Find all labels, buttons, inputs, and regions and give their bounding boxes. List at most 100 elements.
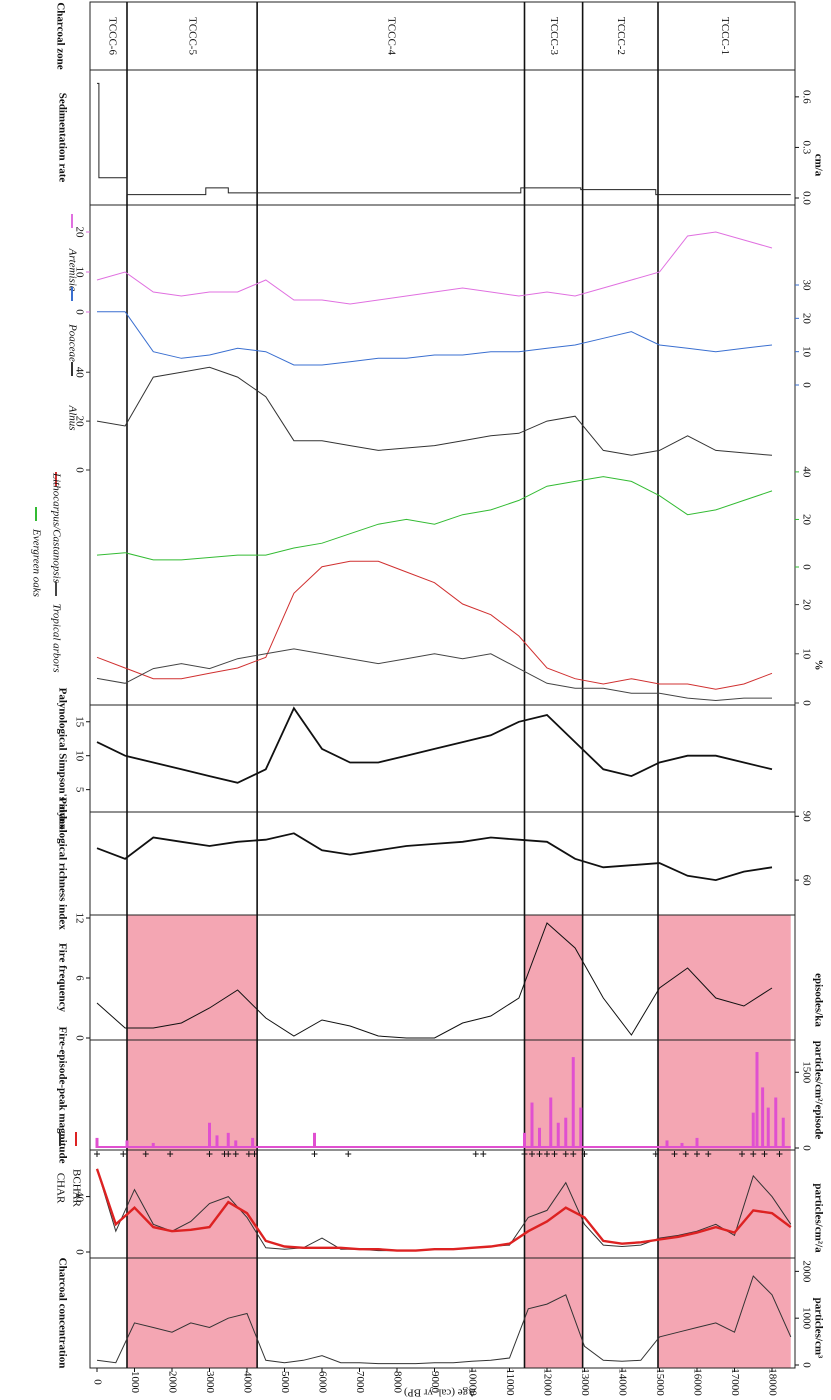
bar <box>234 1140 238 1148</box>
panel-title: Fire frequency <box>56 943 68 1012</box>
zone-label: TCCC-6 <box>106 17 118 55</box>
panel-frame <box>89 704 796 813</box>
fire-episode-marker <box>671 1151 678 1157</box>
panel-title: Palynological richness index <box>56 797 68 930</box>
y-tick-label: 0 <box>800 1362 812 1368</box>
series-line <box>96 922 773 1039</box>
y-tick-label: 0 <box>800 382 812 388</box>
bar <box>125 1140 129 1148</box>
fire-episode-marker <box>682 1151 689 1157</box>
fire-episode-marker <box>120 1151 127 1157</box>
fire-episode-marker <box>694 1151 700 1157</box>
bar <box>751 1112 755 1148</box>
x-tick-label: 14000 <box>616 1368 628 1396</box>
bar <box>151 1142 155 1148</box>
x-tick-label: 16000 <box>691 1368 703 1396</box>
fire-episode-marker <box>705 1151 712 1157</box>
y-tick-label: 0 <box>800 700 812 706</box>
fire-episode-marker <box>570 1151 577 1157</box>
panel-frame <box>89 204 796 706</box>
y-tick-label: 0.0 <box>800 191 812 205</box>
y-tick-label: 20 <box>73 227 85 239</box>
series-line <box>95 1168 792 1252</box>
fire-episode-marker <box>761 1151 768 1157</box>
panel-frame <box>89 1257 796 1369</box>
axis-unit: % <box>812 660 824 671</box>
bar <box>313 1132 316 1148</box>
bar <box>226 1132 230 1148</box>
series-line <box>97 82 791 196</box>
x-tick-label: 9000 <box>429 1371 441 1394</box>
fire-episode-marker <box>581 1151 588 1157</box>
fire-episode-marker <box>544 1151 550 1157</box>
fire-episode-marker <box>529 1151 535 1157</box>
axis-unit: particles/cm³ <box>812 1298 824 1359</box>
fire-episode-marker <box>225 1151 232 1157</box>
series-line <box>96 476 773 561</box>
x-tick-label: 6000 <box>316 1371 328 1394</box>
bar <box>665 1140 669 1148</box>
axis-unit: episodes/ka <box>812 973 824 1027</box>
panel-frame <box>89 69 796 206</box>
legend-label: Tropical arbors <box>50 604 62 673</box>
zone-label: TCCC-4 <box>385 17 397 55</box>
fire-episode-marker <box>251 1151 258 1157</box>
series-line <box>96 1275 792 1365</box>
x-tick-label: 11000 <box>504 1368 516 1396</box>
series-line <box>96 231 773 305</box>
y-tick-label: 90 <box>800 811 812 823</box>
y-tick-label: 30 <box>800 280 812 292</box>
zone-label: TCCC-3 <box>548 17 560 55</box>
fire-zone-shade <box>658 915 791 1368</box>
fire-episode-marker <box>551 1151 558 1157</box>
zone-label: TCCC-5 <box>187 17 199 55</box>
x-tick-label: 15000 <box>654 1368 666 1396</box>
panel-title: Charcoal concentration <box>56 1258 68 1369</box>
y-tick-label: 6 <box>73 975 85 981</box>
y-tick-label: 2000 <box>800 1260 812 1283</box>
x-tick-label: 10000 <box>466 1368 478 1396</box>
y-tick-label: 20 <box>73 416 85 428</box>
series-line <box>96 560 773 690</box>
fire-episode-marker <box>739 1151 745 1157</box>
bar <box>251 1137 255 1148</box>
x-tick-label: 1000 <box>129 1371 141 1394</box>
x-tick-label: 8000 <box>391 1371 403 1394</box>
y-tick-label: 0 <box>73 1035 85 1041</box>
y-tick-label: 20 <box>800 599 812 611</box>
fire-episode-marker <box>345 1151 352 1157</box>
x-tick-label: 0 <box>91 1379 103 1385</box>
fire-episode-marker <box>652 1151 659 1157</box>
bar <box>523 1132 526 1148</box>
legend-label: Lithocarpus/Castanopsis <box>50 472 62 583</box>
y-tick-label: 0 <box>73 467 85 473</box>
series-line <box>96 366 773 456</box>
y-tick-label: 40 <box>73 1191 85 1203</box>
x-axis-title: Age (cal. yr BP) <box>404 1386 476 1398</box>
bar <box>774 1097 778 1148</box>
fire-episode-marker <box>472 1151 479 1157</box>
panel-title: Sedimentation rate <box>56 93 68 183</box>
bar <box>530 1102 534 1148</box>
y-tick-label: 0 <box>73 309 85 315</box>
fire-episode-marker <box>245 1151 252 1157</box>
x-tick-label: 4000 <box>241 1371 253 1394</box>
y-tick-label: 0.3 <box>800 141 812 155</box>
bar <box>215 1135 219 1148</box>
panel-frame <box>89 811 796 916</box>
bar <box>761 1087 765 1148</box>
y-tick-label: 1500 <box>800 1061 812 1084</box>
bar <box>680 1142 684 1148</box>
y-tick-label: 0 <box>800 564 812 570</box>
fire-episode-marker <box>521 1151 528 1157</box>
x-tick-label: 18000 <box>766 1368 778 1396</box>
fire-zone-shade <box>127 915 258 1368</box>
fire-episode-marker <box>536 1151 543 1157</box>
y-tick-label: 10 <box>73 267 85 279</box>
y-tick-label: 0 <box>800 1145 812 1151</box>
bar <box>571 1057 575 1148</box>
bar <box>95 1137 99 1148</box>
x-tick-label: 2000 <box>166 1371 178 1394</box>
series-line <box>96 706 773 784</box>
legend-label: Evergreen oaks <box>30 528 42 597</box>
